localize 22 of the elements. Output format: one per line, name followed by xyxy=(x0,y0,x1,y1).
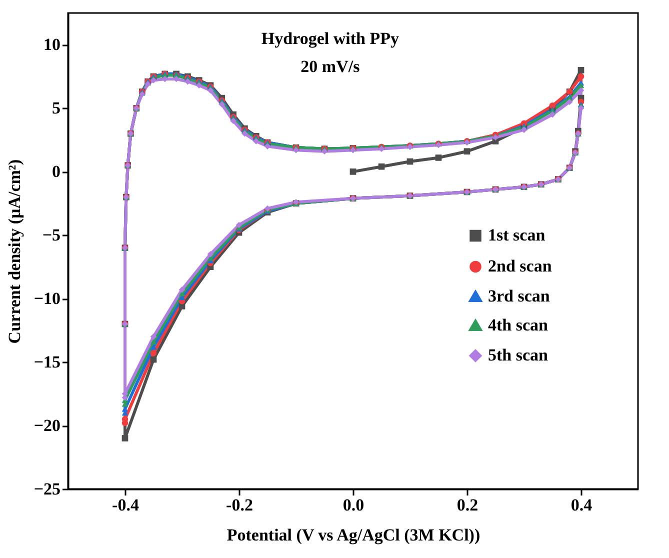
y-tick-label: 5 xyxy=(52,98,60,118)
x-tick-label: 0.4 xyxy=(570,496,593,514)
y-tick-label: −10 xyxy=(34,289,60,308)
legend-label: 5th scan xyxy=(488,346,549,365)
legend-label: 3rd scan xyxy=(488,286,550,306)
x-axis-title: Potential (V vs Ag/AgCl (3M KCl)) xyxy=(226,526,480,544)
x-tick-label: -0.2 xyxy=(226,496,253,514)
y-tick-label: −5 xyxy=(42,226,60,245)
y-tick-label: 10 xyxy=(44,35,60,54)
y-tick-label: −25 xyxy=(34,480,60,498)
legend-label: 2nd scan xyxy=(488,256,552,276)
y-tick-label: −20 xyxy=(34,416,60,436)
legend-label: 4th scan xyxy=(488,316,549,335)
x-tick-label: 0.0 xyxy=(342,496,364,514)
y-axis-title: Current density (μA/cm²) xyxy=(4,159,24,344)
x-tick-label: 0.2 xyxy=(456,496,478,514)
legend-label: 1st scan xyxy=(488,226,546,245)
y-tick-label: −15 xyxy=(34,352,60,372)
text: 20 mV/s xyxy=(300,57,360,76)
text: Hydrogel with PPy xyxy=(261,29,400,48)
x-tick-label: -0.4 xyxy=(112,496,140,514)
y-tick-label: 0 xyxy=(52,162,60,182)
